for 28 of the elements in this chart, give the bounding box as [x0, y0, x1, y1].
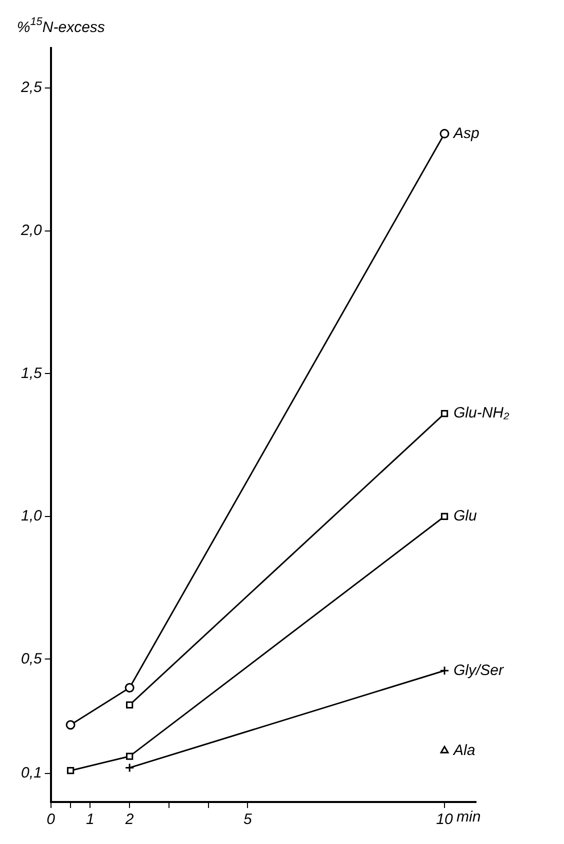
x-tick-label: 0 [46, 811, 56, 828]
series-label: Gly/Ser [454, 662, 505, 679]
point [440, 666, 450, 676]
point [440, 410, 448, 418]
y-tick-label: 0,1 [20, 764, 42, 782]
point [66, 720, 76, 730]
point [126, 701, 134, 708]
y-tick-label: 0,5 [20, 650, 42, 668]
x-tick-label: 2 [124, 811, 134, 828]
y-tick-label: 1,0 [20, 508, 42, 525]
series-label: Glu-NH₂ [454, 404, 510, 422]
point [440, 746, 449, 754]
y-tick-label: 2,0 [20, 222, 42, 239]
x-axis-title: min [456, 808, 481, 826]
y-tick-label: 1,5 [20, 364, 42, 382]
x-tick-label: 10 [436, 811, 454, 828]
y-tick-label: 2,5 [20, 79, 42, 96]
point [124, 683, 134, 693]
series-label: Glu [454, 508, 478, 525]
point [124, 762, 134, 772]
point [440, 512, 448, 520]
series-label: Asp [452, 124, 480, 142]
x-tick-label: 1 [86, 811, 94, 828]
series-label: Ala [452, 742, 476, 759]
point [126, 752, 134, 760]
x-tick-label: 5 [244, 811, 253, 828]
point [66, 767, 74, 774]
point [440, 128, 450, 138]
